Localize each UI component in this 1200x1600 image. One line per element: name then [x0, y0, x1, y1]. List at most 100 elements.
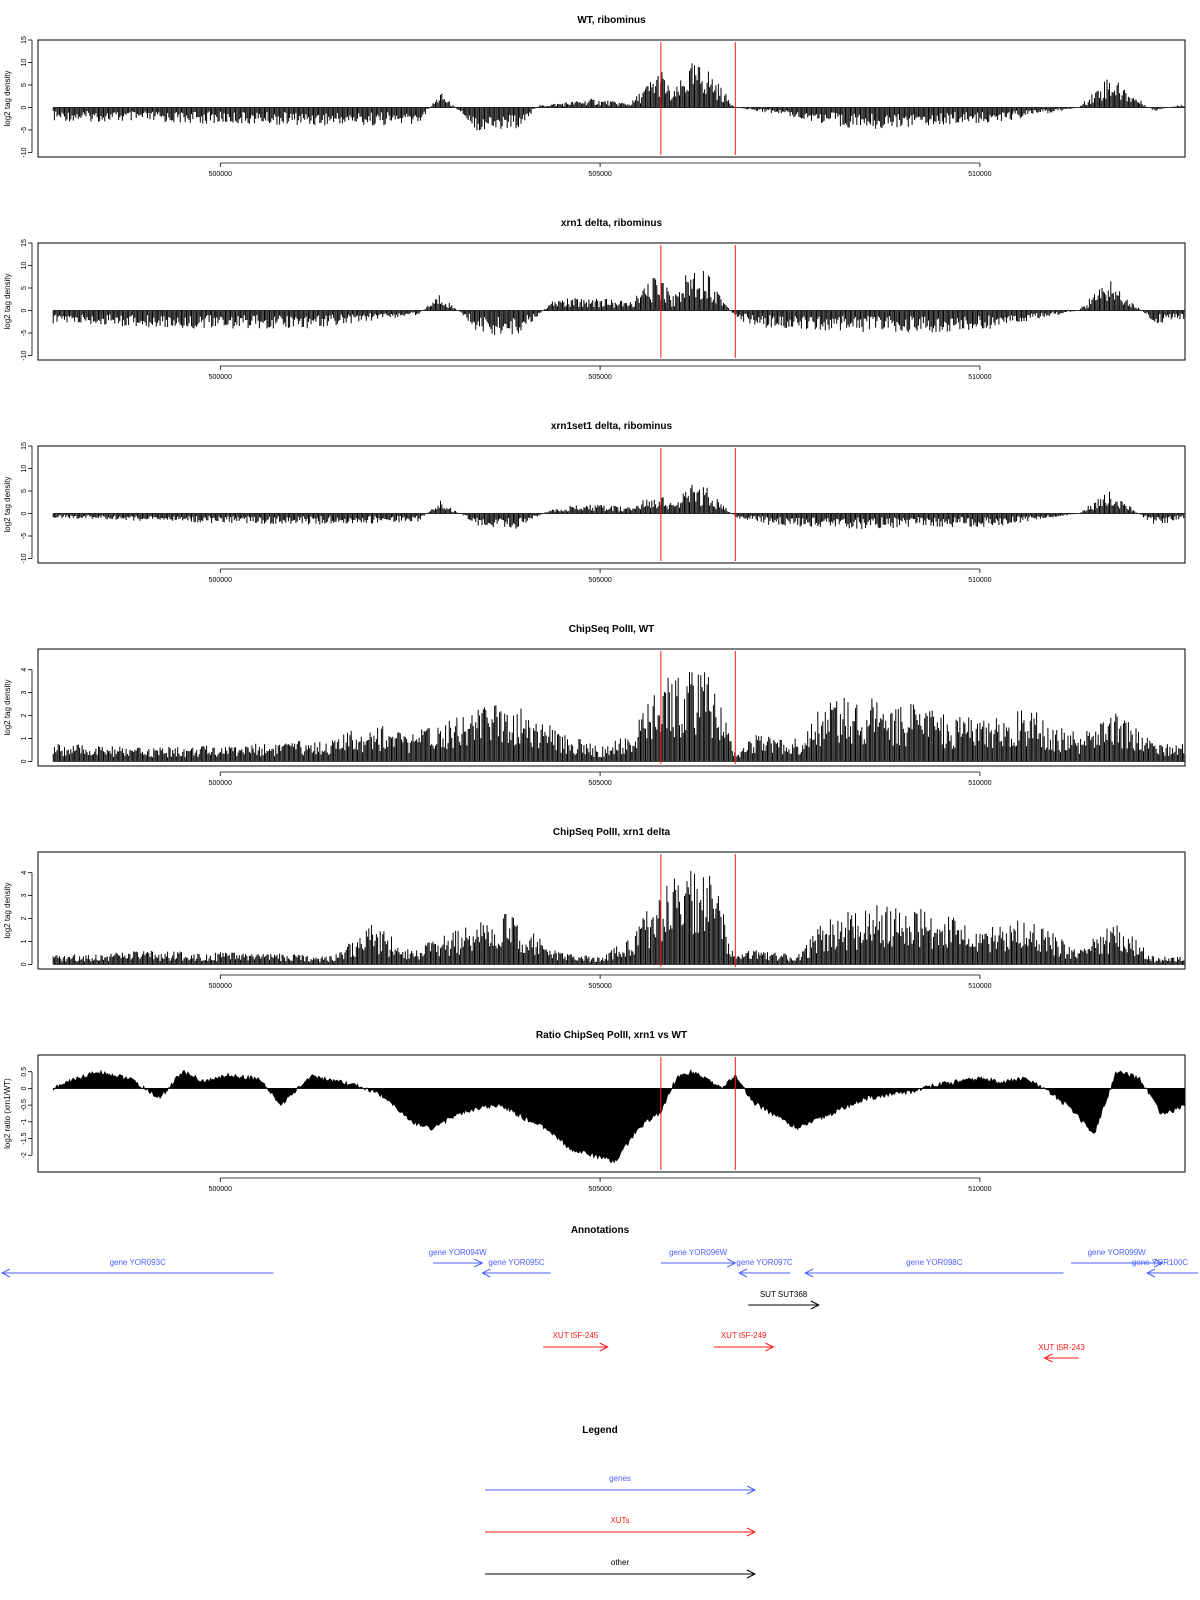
y-tick-label: 0 — [21, 962, 28, 966]
arrowhead-icon — [746, 1527, 757, 1537]
feature-label: XUT t5F-249 — [721, 1331, 767, 1340]
y-tick-label: -0.5 — [21, 1099, 28, 1111]
y-axis-label: log2 tag density — [3, 476, 12, 532]
arrowhead-icon — [810, 1300, 820, 1310]
feature-label: gene YOR095C — [488, 1258, 545, 1267]
x-tick-label: 510000 — [968, 171, 991, 178]
y-tick-label: -10 — [21, 147, 28, 157]
panel-2: xrn1 delta, ribominus -10 -5 0 5 10 15 log2 tag… — [3, 218, 1186, 381]
arrowhead-icon — [746, 1569, 757, 1579]
feature-label: gene YOR093C — [110, 1258, 167, 1267]
panel-title: Ratio ChipSeq PolII, xrn1 vs WT — [536, 1030, 687, 1041]
annotations-title: Annotations — [571, 1225, 630, 1236]
arrowhead-icon — [599, 1342, 609, 1352]
y-tick-label: -5 — [21, 533, 28, 539]
y-tick-label: -2 — [21, 1152, 28, 1158]
y-tick-label: 15 — [21, 36, 28, 44]
feature-label: XUT t5R-243 — [1038, 1343, 1085, 1352]
density-bars — [52, 484, 1186, 530]
y-tick-label: 0 — [21, 759, 28, 763]
feature-sut-sut368: SUT SUT368 — [748, 1290, 820, 1310]
legend-label: XUTs — [610, 1516, 629, 1525]
x-tick-label: 500000 — [209, 1186, 232, 1193]
feature-gene-yor097c: gene YOR097C — [736, 1258, 793, 1278]
legend-item-other: other — [485, 1558, 757, 1579]
x-tick-label: 510000 — [968, 374, 991, 381]
x-tick-label: 505000 — [588, 983, 611, 990]
feature-gene-yor095c: gene YOR095C — [481, 1258, 551, 1278]
feature-gene-yor096w: gene YOR096W — [660, 1248, 737, 1268]
y-tick-label: -1 — [21, 1119, 28, 1125]
arrowhead-icon — [1043, 1353, 1053, 1363]
arrowhead-icon — [765, 1342, 775, 1352]
data-series — [52, 672, 1186, 762]
y-axis-label: log2 tag density — [3, 882, 12, 938]
arrowhead-icon — [804, 1268, 814, 1278]
y-tick-label: 15 — [21, 442, 28, 450]
x-tick-label: 500000 — [209, 374, 232, 381]
feature-label: gene YOR097C — [736, 1258, 793, 1267]
data-series — [52, 1068, 1186, 1164]
arrowhead-icon — [746, 1485, 757, 1495]
y-tick-label: 4 — [21, 668, 28, 672]
y-tick-label: 10 — [21, 465, 28, 473]
plot-frame — [37, 851, 1186, 970]
legend-label: other — [611, 1558, 630, 1567]
panel-title: ChipSeq PolII, xrn1 delta — [553, 827, 671, 838]
arrowhead-icon — [0, 1268, 11, 1278]
x-tick-label: 505000 — [588, 1186, 611, 1193]
x-tick-label: 500000 — [209, 983, 232, 990]
legend: Legend genes XUTs other — [485, 1425, 757, 1579]
feature-label: gene YOR099W — [1088, 1248, 1147, 1257]
y-tick-label: 1 — [21, 939, 28, 943]
y-tick-label: 2 — [21, 713, 28, 717]
y-tick-label: 1 — [21, 736, 28, 740]
x-tick-label: 505000 — [588, 171, 611, 178]
x-tick-label: 500000 — [209, 577, 232, 584]
density-bars — [52, 672, 1186, 762]
feature-gene-yor098c: gene YOR098C — [804, 1258, 1064, 1278]
data-series — [52, 870, 1186, 965]
y-tick-label: 3 — [21, 691, 28, 695]
density-bars — [52, 870, 1186, 965]
y-tick-label: 5 — [21, 83, 28, 87]
feature-gene-yor100c: gene YOR100C — [1132, 1258, 1198, 1278]
x-tick-label: 510000 — [968, 780, 991, 787]
plot-frame — [37, 39, 1186, 158]
y-tick-label: 0.5 — [21, 1067, 28, 1077]
y-tick-label: -5 — [21, 127, 28, 133]
y-tick-label: 4 — [21, 871, 28, 875]
feature-gene-yor094w: gene YOR094W — [429, 1248, 487, 1268]
y-tick-label: 0 — [21, 511, 28, 515]
x-tick-label: 500000 — [209, 171, 232, 178]
y-tick-label: 3 — [21, 894, 28, 898]
legend-item-xuts: XUTs — [485, 1516, 757, 1537]
density-bars — [52, 63, 1186, 131]
y-tick-label: 5 — [21, 286, 28, 290]
feature-label: XUT t5F-245 — [553, 1331, 599, 1340]
arrowhead-icon — [474, 1258, 484, 1268]
y-tick-label: -5 — [21, 330, 28, 336]
legend-label: genes — [609, 1474, 631, 1483]
plot-frame — [37, 648, 1186, 767]
panel-5: ChipSeq PolII, xrn1 delta 0 1 2 3 4 log2 tag d… — [3, 827, 1186, 990]
panel-4: ChipSeq PolII, WT 0 1 2 3 4 log2 tag density 50… — [3, 624, 1186, 787]
data-series — [52, 271, 1186, 335]
panel-1: WT, ribominus -10 -5 0 5 10 15 log2 tag density… — [3, 15, 1186, 178]
data-series — [52, 484, 1186, 530]
y-tick-label: -1.5 — [21, 1132, 28, 1144]
plot-frame — [37, 1054, 1186, 1173]
legend-title: Legend — [582, 1425, 618, 1436]
x-tick-label: 510000 — [968, 1186, 991, 1193]
feature-label: gene YOR100C — [1132, 1258, 1189, 1267]
x-tick-label: 505000 — [588, 374, 611, 381]
y-tick-label: 0 — [21, 105, 28, 109]
panel-6: Ratio ChipSeq PolII, xrn1 vs WT -2 -1.5 -1 -… — [3, 1030, 1186, 1193]
x-tick-label: 500000 — [209, 780, 232, 787]
y-tick-label: -10 — [21, 553, 28, 563]
arrowhead-icon — [481, 1268, 491, 1278]
panel-3: xrn1set1 delta, ribominus -10 -5 0 5 10 15 log2… — [3, 421, 1186, 584]
density-bars — [52, 271, 1186, 335]
